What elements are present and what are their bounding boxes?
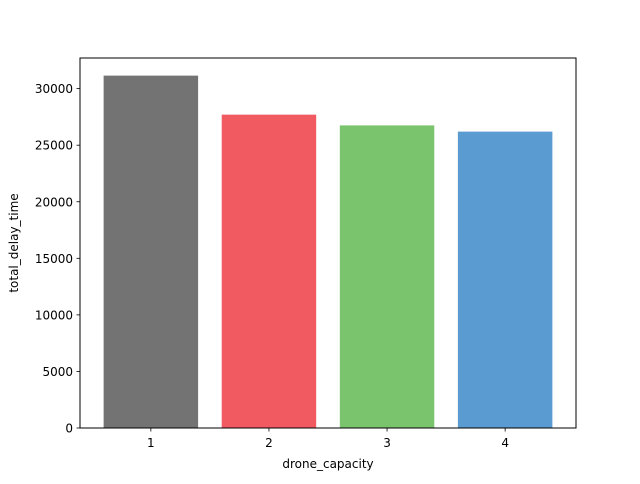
x-tick-label: 1 <box>147 436 155 450</box>
bars-layer <box>103 75 553 429</box>
bar-1 <box>103 75 199 429</box>
y-axis-ticks: 0 5000 10000 15000 20000 25000 30000 <box>35 82 80 436</box>
x-axis-ticks: 1 2 3 4 <box>147 428 509 450</box>
y-tick-label: 30000 <box>35 82 73 96</box>
plot-area-frame <box>79 57 577 429</box>
y-tick-label: 25000 <box>35 139 73 153</box>
x-tick-label: 2 <box>265 436 273 450</box>
y-axis-label: total_delay_time <box>7 193 21 292</box>
x-tick-label: 3 <box>383 436 391 450</box>
y-tick-label: 15000 <box>35 252 73 266</box>
y-tick-label: 10000 <box>35 308 73 322</box>
bar-2 <box>221 114 317 429</box>
x-tick-label: 4 <box>501 436 509 450</box>
y-tick-label: 5000 <box>42 365 73 379</box>
bar-4 <box>457 131 553 428</box>
bar-3 <box>339 125 435 428</box>
y-tick-label: 20000 <box>35 195 73 209</box>
y-tick-label: 0 <box>65 422 73 436</box>
x-axis-label: drone_capacity <box>282 457 373 471</box>
